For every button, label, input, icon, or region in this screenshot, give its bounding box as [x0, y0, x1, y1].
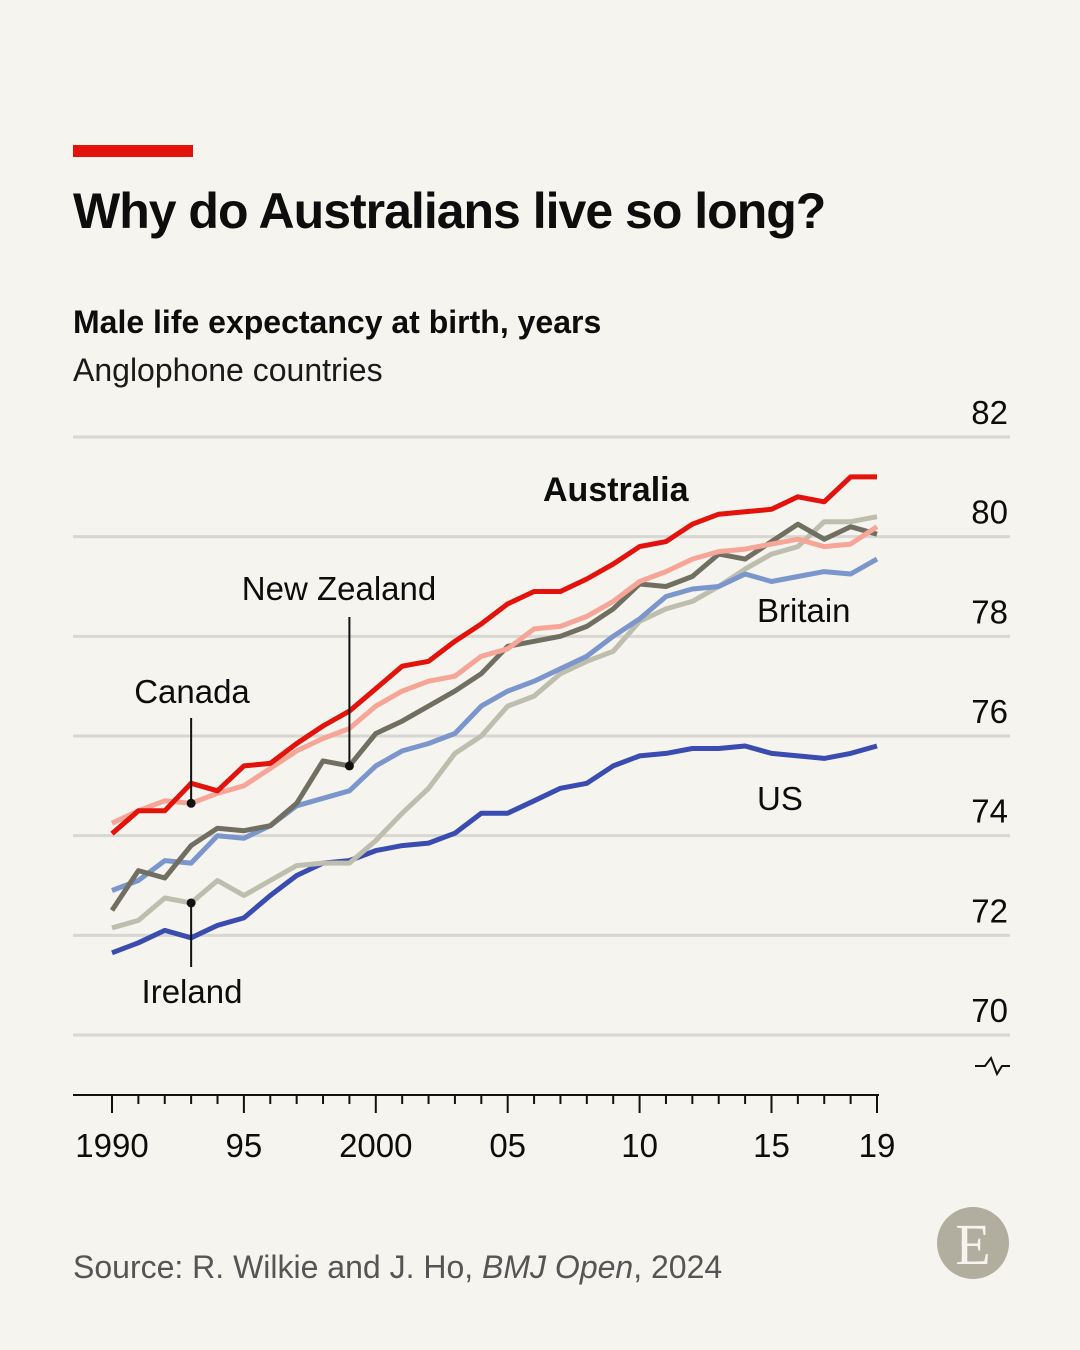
x-tick-label: 10	[621, 1127, 658, 1164]
y-tick-label: 80	[971, 494, 1008, 531]
economist-logo: E	[937, 1207, 1009, 1279]
annotation-label: New Zealand	[242, 570, 436, 607]
y-tick-label: 72	[971, 892, 1008, 929]
source-note: Source: R. Wilkie and J. Ho, BMJ Open, 2…	[73, 1249, 722, 1285]
x-tick-label: 95	[226, 1127, 263, 1164]
accent-bar	[73, 145, 193, 157]
annotation-dot	[186, 798, 196, 808]
annotation-dot	[186, 898, 196, 908]
x-tick-label: 05	[489, 1127, 526, 1164]
y-tick-label: 74	[971, 793, 1008, 830]
svg-text:E: E	[955, 1212, 990, 1277]
series-line-ireland	[111, 514, 878, 931]
x-tick-label: 2000	[339, 1127, 412, 1164]
series-line-britain	[111, 556, 879, 893]
y-tick-label: 78	[971, 593, 1008, 630]
series-lines	[109, 474, 879, 956]
chart-subtitle-2: Anglophone countries	[73, 352, 383, 388]
series-labels: US Britain Australia Canada New Zealand Irela…	[134, 471, 850, 1010]
series-label: Australia	[543, 471, 690, 509]
x-tick-label: 19	[859, 1127, 896, 1164]
axis-break-icon	[975, 1055, 1010, 1077]
annotation-label: Ireland	[142, 973, 243, 1010]
series-line-new-zealand	[109, 521, 878, 912]
series-line-australia	[110, 474, 877, 836]
series-line-us	[111, 743, 878, 956]
y-tick-label: 82	[971, 394, 1008, 431]
chart-subtitle: Male life expectancy at birth, years	[73, 304, 601, 340]
annotation-dot	[344, 761, 354, 771]
y-tick-label: 76	[971, 693, 1008, 730]
y-axis: 70 72 74 76 78 80 82	[971, 394, 1008, 1029]
series-line-canada	[110, 524, 879, 826]
chart-title: Why do Australians live so long?	[73, 183, 825, 239]
x-tick-label: 1990	[75, 1127, 148, 1164]
annotation-label: Canada	[134, 673, 250, 710]
y-tick-label: 70	[971, 992, 1008, 1029]
x-tick-label: 15	[753, 1127, 790, 1164]
series-label: Britain	[757, 592, 851, 629]
gridlines	[73, 435, 1010, 1037]
x-axis: 1990 95 2000 05 10 15 19	[73, 1094, 896, 1164]
series-label: US	[757, 780, 803, 817]
